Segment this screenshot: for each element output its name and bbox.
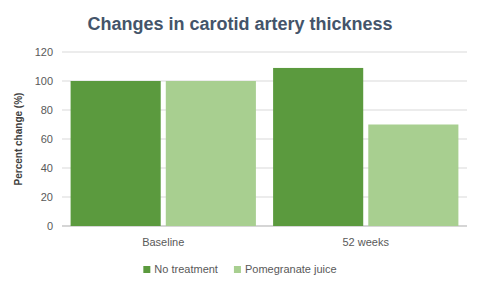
bars <box>71 68 459 226</box>
bar <box>273 68 363 226</box>
y-tick-label: 20 <box>41 191 53 203</box>
y-tick-label: 60 <box>41 133 53 145</box>
background <box>0 0 480 288</box>
legend-label: No treatment <box>154 263 218 275</box>
bar <box>71 81 161 226</box>
chart: Changes in carotid artery thickness Perce… <box>0 0 480 288</box>
y-tick-label: 0 <box>47 220 53 232</box>
y-tick-label: 100 <box>35 75 53 87</box>
legend: No treatment Pomegranate juice <box>143 263 336 275</box>
legend-item: Pomegranate juice <box>234 263 337 275</box>
bar <box>166 81 256 226</box>
x-tick-label: Baseline <box>142 236 184 248</box>
y-tick-label: 120 <box>35 46 53 58</box>
grid-line <box>62 52 467 53</box>
y-axis-label: Percent change (%) <box>13 93 24 186</box>
x-tick-label: 52 weeks <box>343 236 390 248</box>
y-tick-label: 80 <box>41 104 53 116</box>
y-axis-line <box>62 52 63 226</box>
bar <box>368 125 458 227</box>
y-tick-label: 40 <box>41 162 53 174</box>
legend-swatch <box>143 266 150 273</box>
legend-swatch <box>234 266 241 273</box>
legend-item: No treatment <box>143 263 218 275</box>
title: Changes in carotid artery thickness <box>87 14 392 34</box>
legend-label: Pomegranate juice <box>245 263 337 275</box>
